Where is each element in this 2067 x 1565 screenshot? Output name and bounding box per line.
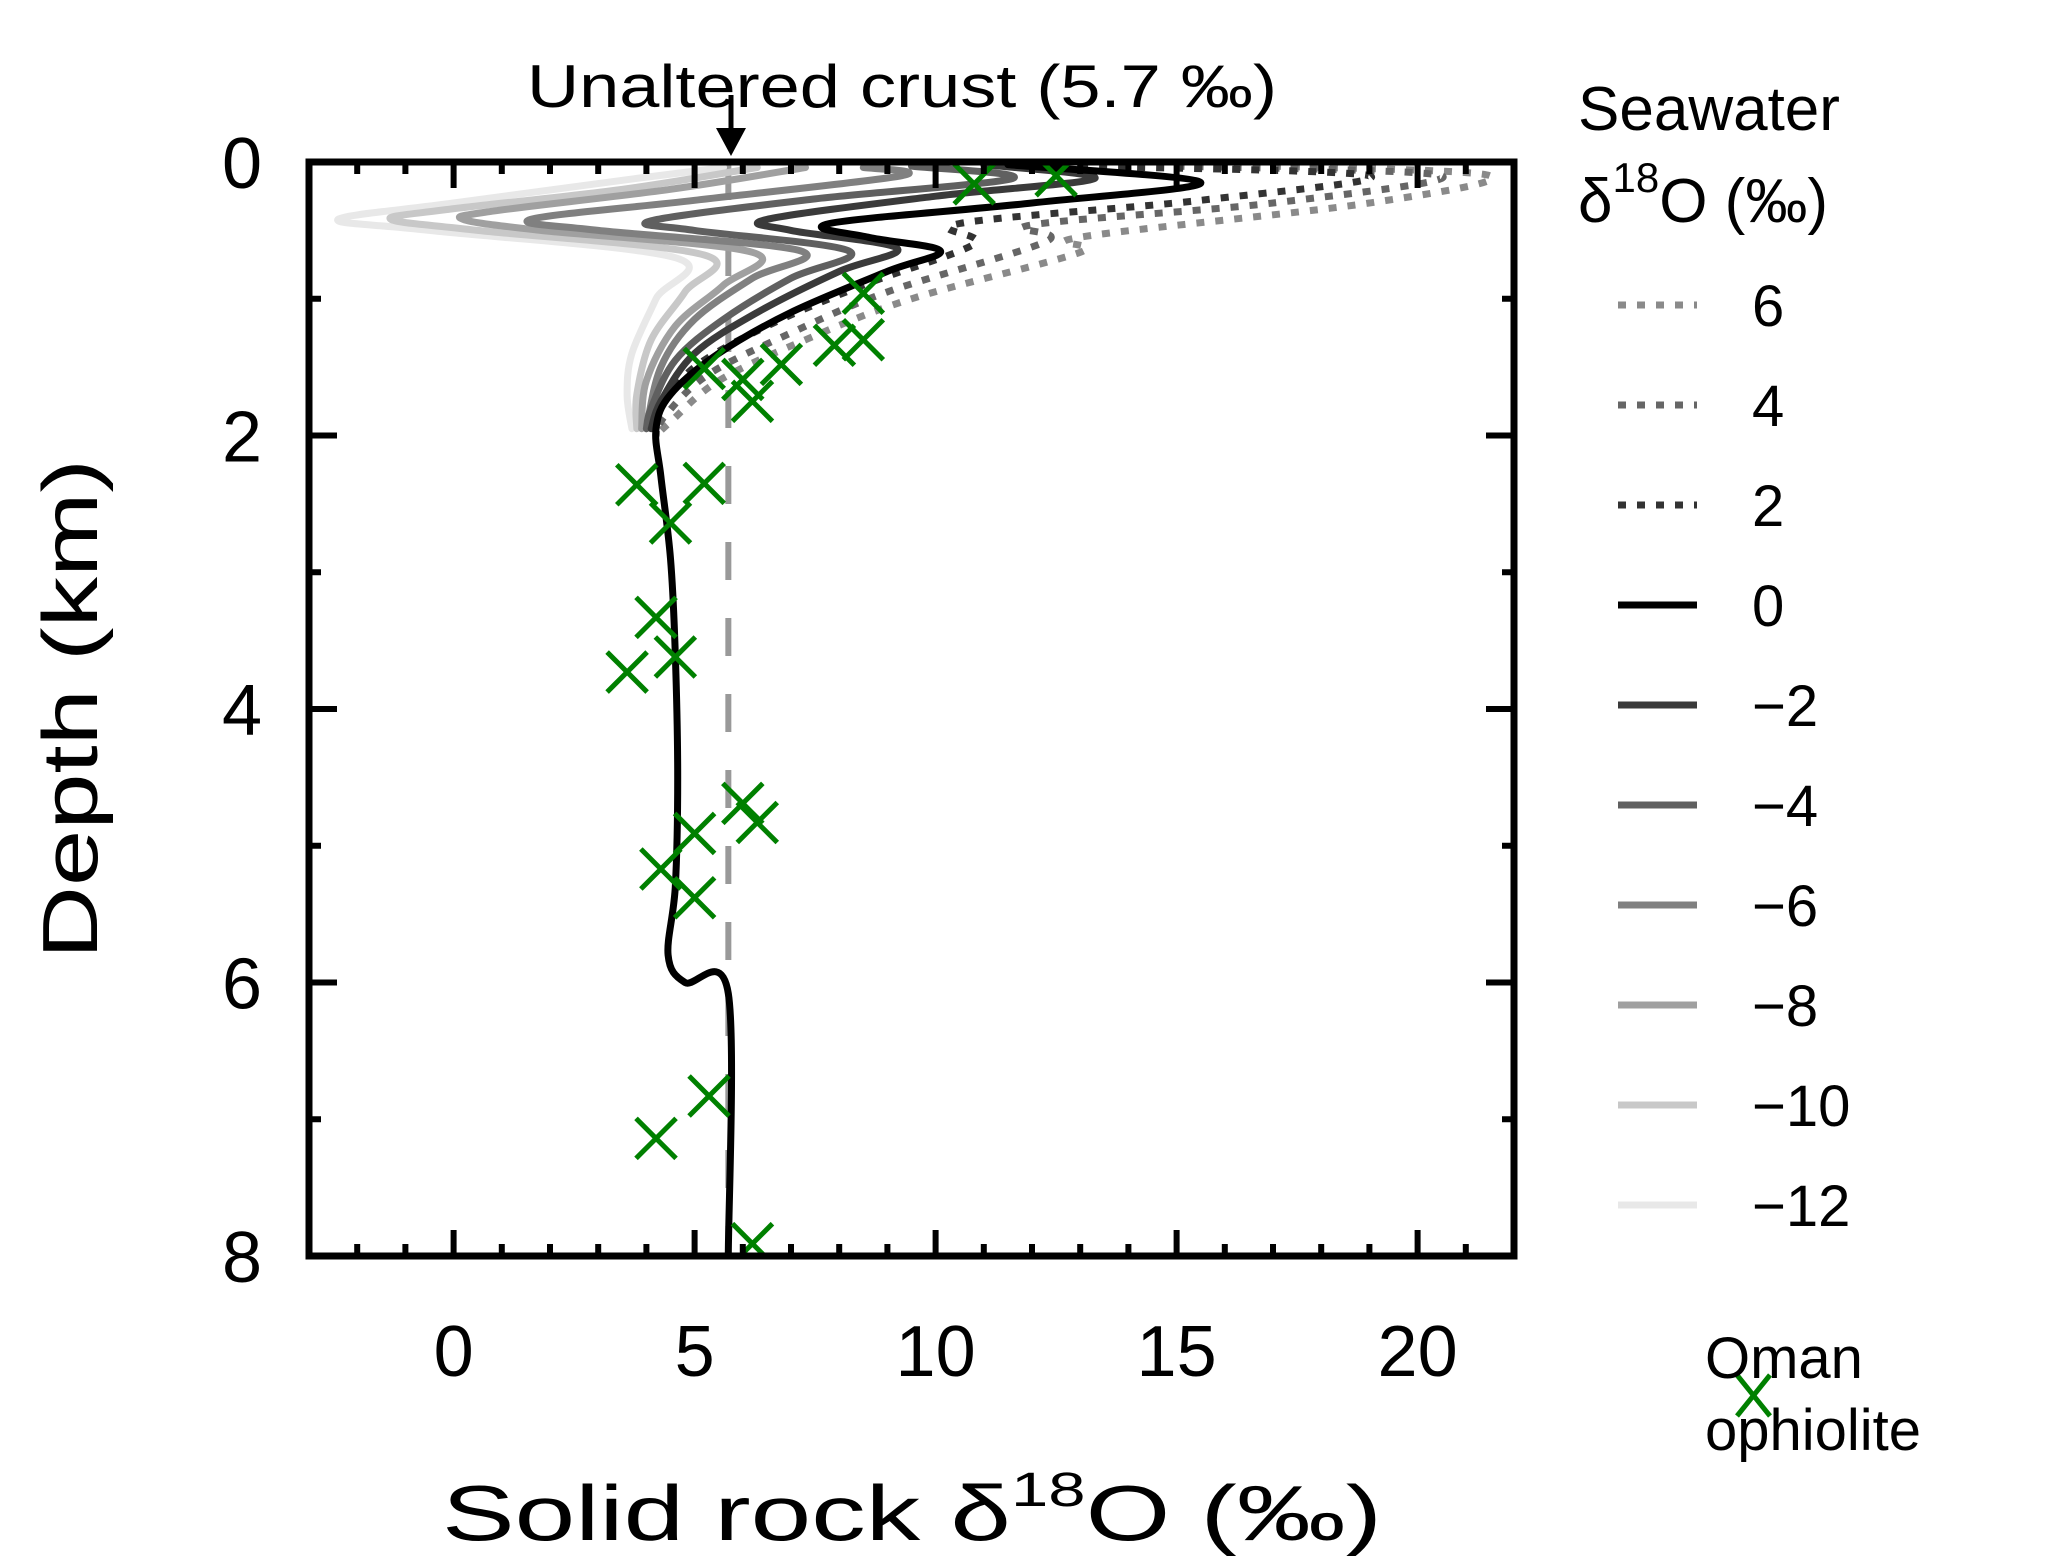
y-tick-label: 4 [222, 671, 262, 751]
legend: Seawater δ18O (‰) 6 4 2 0 −2 −4 −6 −8 −10 −12 Oma… [1578, 75, 1921, 1463]
legend-label: −12 [1752, 1174, 1850, 1239]
series-line-minus10 [386, 164, 761, 433]
legend-entry-0: 0 [1618, 574, 1784, 639]
y-tick-label: 2 [222, 398, 262, 478]
oman-ophiolite-marker [634, 1116, 678, 1161]
series-line-0 [652, 162, 1205, 1256]
legend-label: −6 [1752, 874, 1818, 939]
legend-label: 0 [1752, 574, 1784, 639]
oman-ophiolite-marker [682, 346, 727, 391]
y-tick-label: 6 [222, 945, 262, 1025]
legend-label: −10 [1752, 1074, 1850, 1139]
oman-ophiolite-marker [759, 342, 804, 387]
legend-entry-6: 6 [1618, 274, 1784, 339]
legend-entry-minus4: −4 [1618, 774, 1818, 839]
y-axis-title: Depth (km) [26, 459, 114, 959]
oman-ophiolite-marker [841, 318, 886, 362]
x-axis-title: Solid rock δ 18 O (‰) [442, 1464, 1382, 1557]
oman-ophiolite-marker [730, 379, 775, 424]
oman-ophiolite-marker [687, 1074, 731, 1118]
oman-ophiolite-marker [841, 271, 886, 316]
legend-entries: 6 4 2 0 −2 −4 −6 −8 −10 −12 [1618, 274, 1850, 1239]
oman-ophiolite-marker [639, 847, 683, 891]
legend-label: 4 [1752, 374, 1784, 439]
unaltered-crust-annotation: Unaltered crust (5.7 ‰) [527, 53, 1277, 120]
legend-entry-minus10: −10 [1618, 1074, 1850, 1139]
y-tick-label: 0 [222, 124, 262, 204]
legend-label: −8 [1752, 974, 1818, 1039]
legend-label-ophiolite: ophiolite [1705, 1398, 1921, 1463]
x-tick-label: 5 [675, 1312, 715, 1392]
series-line-minus4 [641, 162, 1018, 433]
series-line-minus8 [455, 164, 809, 433]
legend-entry-2: 2 [1618, 474, 1784, 539]
oman-ophiolite-marker [735, 800, 780, 845]
legend-entry-oman-ophiolite: Oman ophiolite [1705, 1326, 1921, 1463]
oman-ophiolite-marker [721, 781, 765, 826]
y-tick-label: 8 [222, 1218, 262, 1298]
legend-entry-4: 4 [1618, 374, 1784, 439]
x-tick-label: 10 [896, 1312, 976, 1392]
oman-ophiolite-marker [672, 875, 717, 920]
x-tick-label: 20 [1378, 1312, 1458, 1392]
legend-label: 2 [1752, 474, 1784, 539]
legend-entry-minus12: −12 [1618, 1174, 1850, 1239]
legend-entry-minus8: −8 [1618, 974, 1818, 1039]
legend-title-line2: δ18O (‰) [1578, 154, 1828, 236]
oman-ophiolite-marker [952, 162, 996, 206]
series-line-minus12 [334, 164, 727, 433]
oman-ophiolite-marker [653, 635, 698, 679]
oman-ophiolite-marker [634, 595, 678, 640]
legend-title-line1: Seawater [1578, 75, 1840, 144]
plot-area [334, 162, 1496, 1256]
legend-label-oman: Oman [1705, 1326, 1863, 1391]
series-line-6 [653, 162, 1496, 439]
series-lines [334, 162, 1496, 1256]
x-tick-labels: 0 5 10 15 20 [434, 1312, 1458, 1392]
plot-frame [305, 158, 1518, 1260]
series-line-minus6 [523, 164, 913, 433]
annotation-arrow [716, 95, 746, 156]
oman-ophiolite-markers [605, 162, 1078, 1256]
series-line-2 [652, 162, 1376, 437]
oman-ophiolite-marker [730, 1221, 775, 1256]
x-tick-label: 0 [434, 1312, 474, 1392]
oman-ophiolite-marker [648, 501, 693, 545]
legend-label: 6 [1752, 274, 1784, 339]
legend-label: −2 [1752, 674, 1818, 739]
x-tick-label: 15 [1137, 1312, 1217, 1392]
x-marker-icon [1735, 1373, 1772, 1418]
oman-ophiolite-marker [721, 357, 765, 402]
series-line-4 [652, 162, 1447, 437]
legend-entry-minus2: −2 [1618, 674, 1818, 739]
oman-ophiolite-marker [672, 811, 717, 856]
oman-ophiolite-marker [605, 650, 649, 694]
oman-ophiolite-marker [682, 461, 727, 506]
y-tick-labels: 0 2 4 6 8 [222, 124, 262, 1298]
axis-ticks [309, 162, 1514, 1256]
oman-ophiolite-marker [614, 462, 659, 507]
legend-label: −4 [1752, 774, 1818, 839]
oman-ophiolite-marker [812, 323, 857, 368]
legend-entry-minus6: −6 [1618, 874, 1818, 939]
